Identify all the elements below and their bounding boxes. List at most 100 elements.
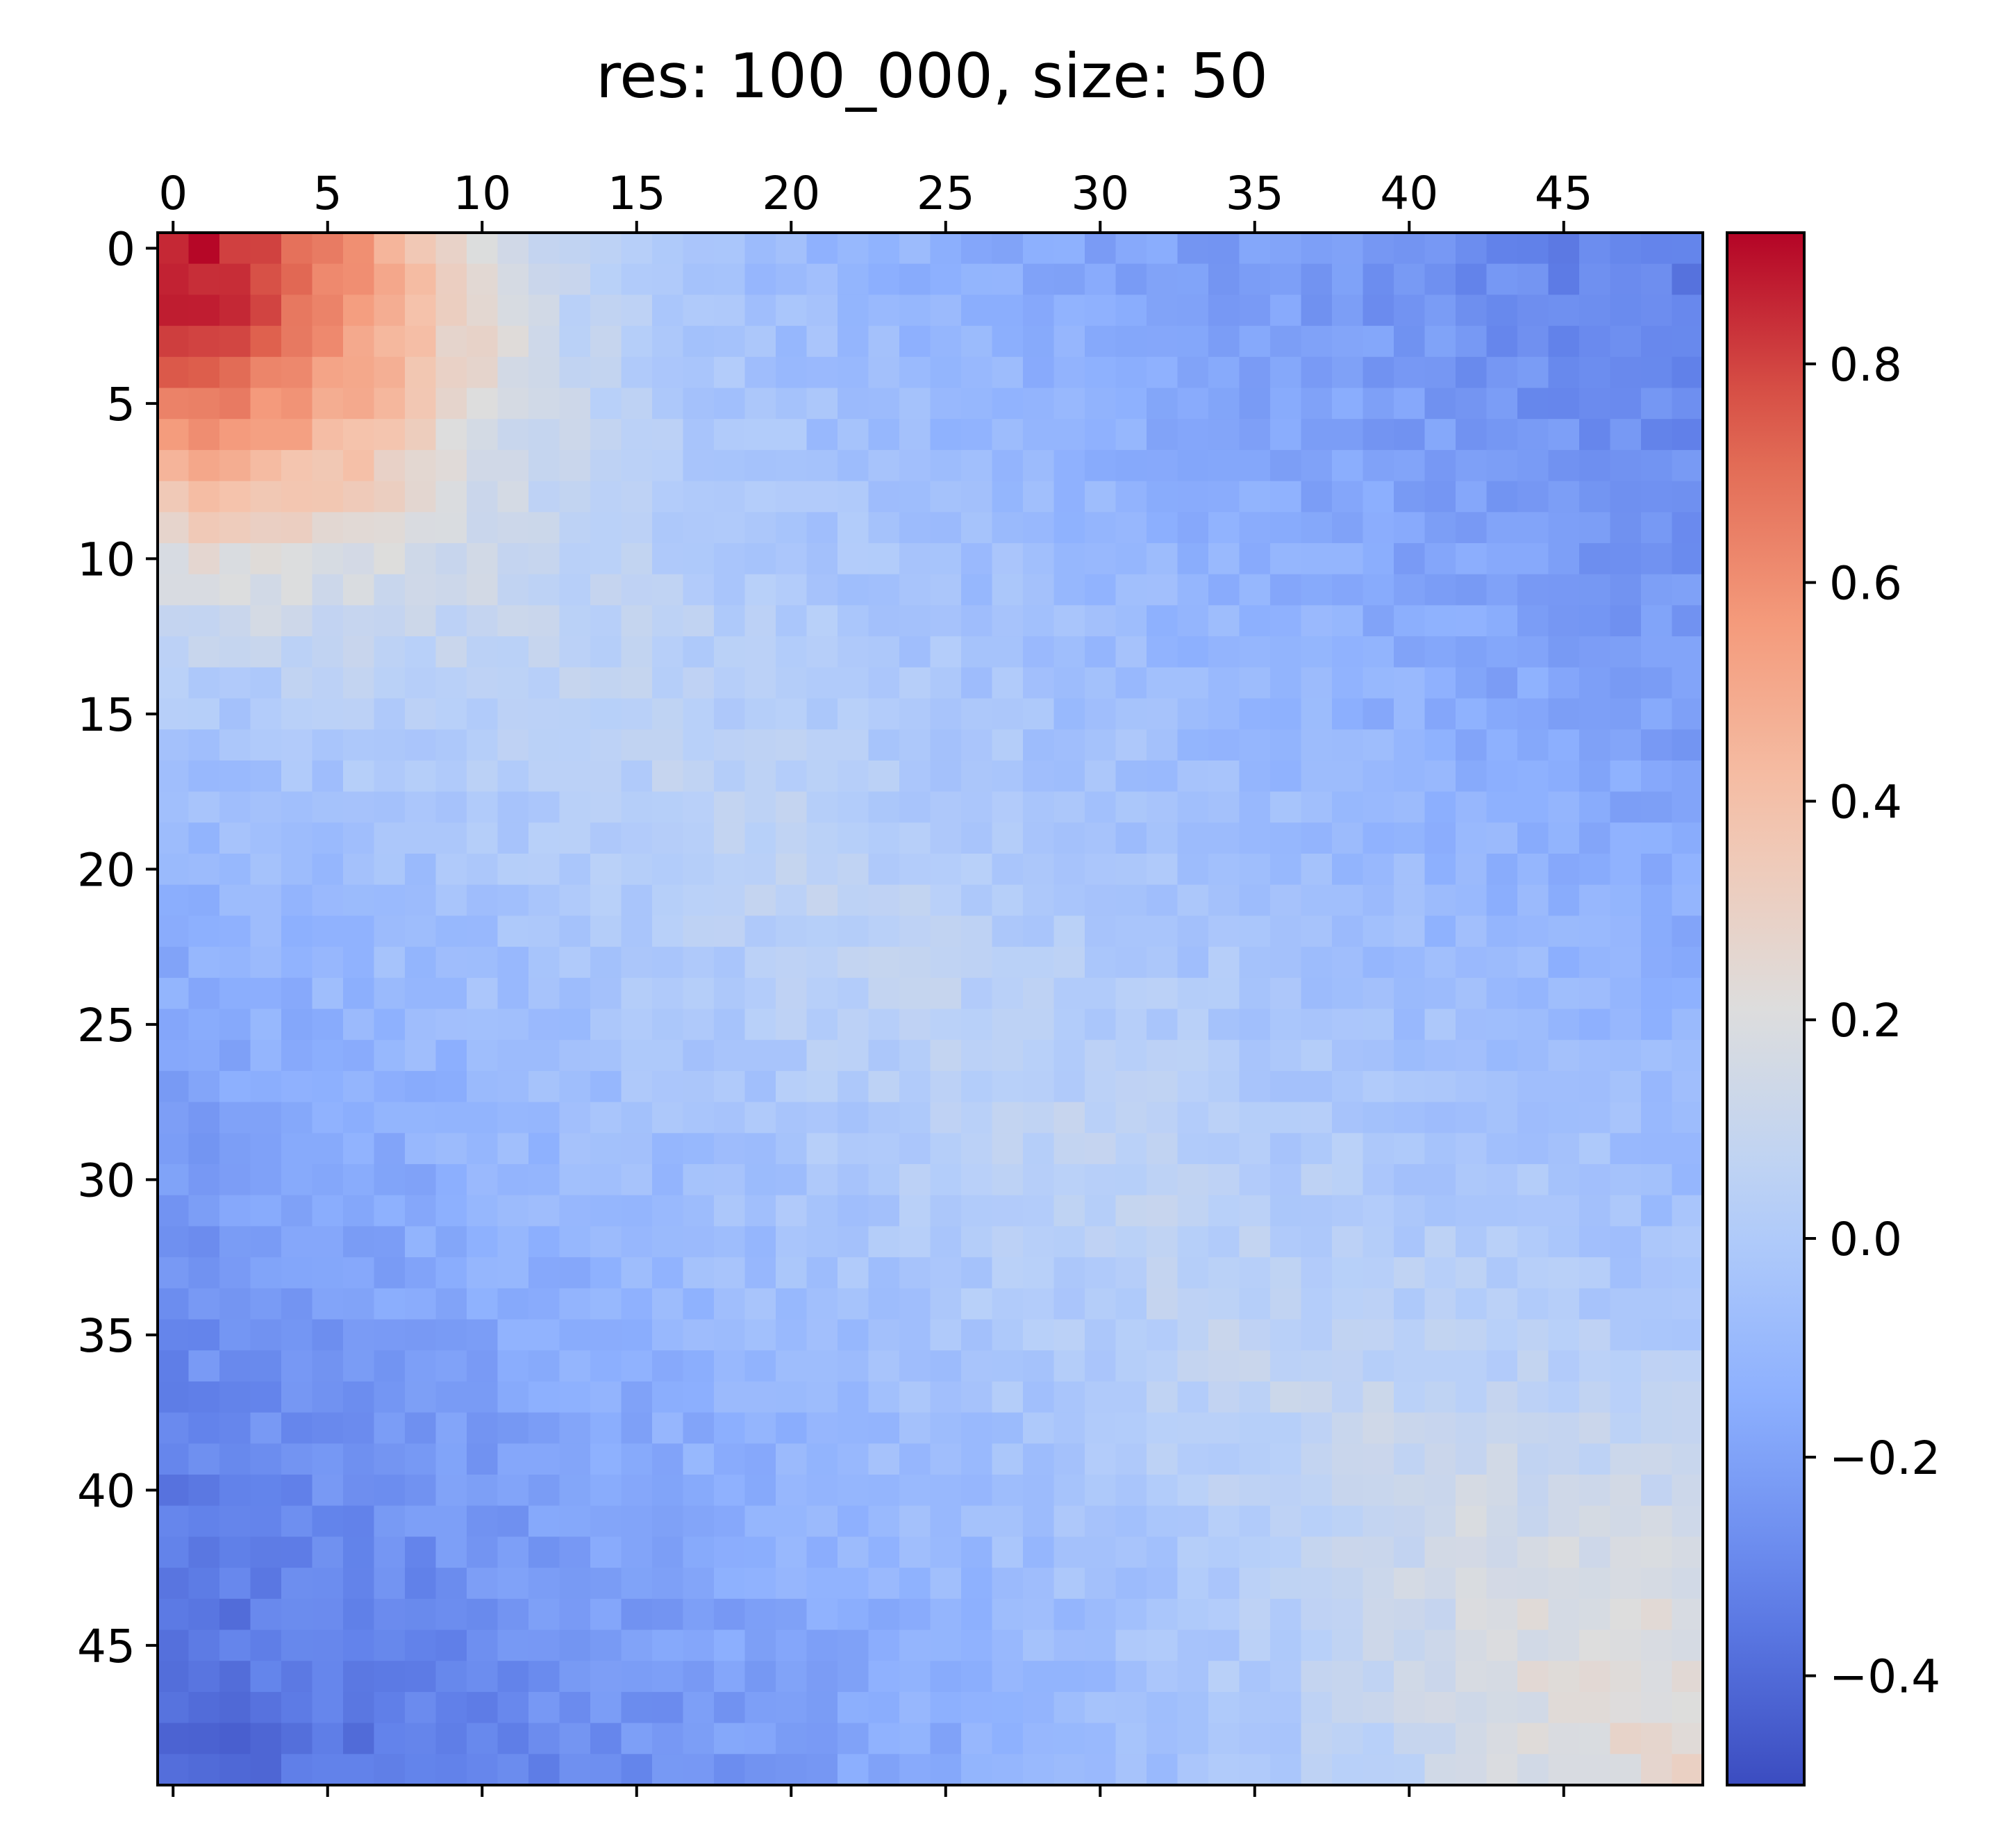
- heatmap-cell: [652, 1412, 684, 1444]
- heatmap-cell: [467, 729, 499, 761]
- heatmap-cell: [1486, 295, 1518, 326]
- heatmap-cell: [1486, 419, 1518, 451]
- heatmap-cell: [281, 1598, 313, 1631]
- heatmap-cell: [528, 263, 560, 295]
- heatmap-cell: [467, 1475, 499, 1507]
- heatmap-cell: [405, 1040, 437, 1072]
- heatmap-cell: [621, 1009, 653, 1040]
- heatmap-cell: [1610, 1164, 1642, 1196]
- heatmap-cell: [497, 1412, 529, 1444]
- heatmap-cell: [250, 295, 282, 326]
- heatmap-cell: [961, 1412, 993, 1444]
- heatmap-cell: [1641, 729, 1673, 761]
- heatmap-cell: [1517, 1661, 1549, 1693]
- heatmap-cell: [714, 1536, 746, 1568]
- heatmap-cell: [899, 729, 931, 761]
- heatmap-cell: [497, 1629, 529, 1661]
- heatmap-cell: [714, 1598, 746, 1631]
- heatmap-cell: [343, 1754, 375, 1786]
- heatmap-cell: [1363, 915, 1394, 947]
- heatmap-cell: [621, 884, 653, 916]
- heatmap-cell: [744, 854, 776, 886]
- heatmap-cell: [250, 1598, 282, 1631]
- heatmap-cell: [1332, 915, 1364, 947]
- heatmap-cell: [683, 977, 715, 1010]
- heatmap-cell: [621, 356, 653, 389]
- heatmap-cell: [528, 1505, 560, 1537]
- heatmap-cell: [1548, 791, 1580, 823]
- heatmap-cell: [467, 543, 499, 575]
- heatmap-cell: [1363, 543, 1394, 575]
- heatmap-cell: [899, 791, 931, 823]
- heatmap-cell: [714, 636, 746, 668]
- heatmap-cell: [992, 977, 1024, 1010]
- heatmap-cell: [1394, 326, 1426, 358]
- heatmap-cell: [1424, 1195, 1456, 1227]
- heatmap-cell: [1023, 1164, 1055, 1196]
- heatmap-cell: [312, 419, 344, 451]
- heatmap-cell: [1177, 1288, 1209, 1320]
- heatmap-cell: [528, 1040, 560, 1072]
- heatmap-cell: [590, 1475, 622, 1507]
- heatmap-cell: [590, 419, 622, 451]
- heatmap-cell: [1579, 1629, 1611, 1661]
- heatmap-cell: [1177, 1443, 1209, 1475]
- heatmap-cell: [1301, 1568, 1333, 1600]
- heatmap-cell: [714, 574, 746, 606]
- heatmap-cell: [744, 1226, 776, 1258]
- heatmap-cell: [776, 947, 808, 979]
- heatmap-cell: [1085, 326, 1117, 358]
- heatmap-cell: [1023, 1661, 1055, 1693]
- heatmap-cell: [497, 1443, 529, 1475]
- heatmap-cell: [1239, 1661, 1271, 1693]
- heatmap-cell: [1023, 1040, 1055, 1072]
- heatmap-cell: [1270, 574, 1302, 606]
- heatmap-cell: [1517, 1505, 1549, 1537]
- heatmap-cell: [1177, 729, 1209, 761]
- heatmap-cell: [776, 1443, 808, 1475]
- heatmap-cell: [1115, 1598, 1147, 1631]
- heatmap-cell: [1548, 1350, 1580, 1382]
- heatmap-cell: [1548, 760, 1580, 793]
- heatmap-cell: [621, 263, 653, 295]
- heatmap-cell: [1363, 1754, 1394, 1786]
- heatmap-cell: [1363, 854, 1394, 886]
- heatmap-cell: [467, 1133, 499, 1165]
- heatmap-cell: [1270, 1350, 1302, 1382]
- heatmap-cell: [374, 233, 406, 265]
- heatmap-cell: [930, 729, 962, 761]
- heatmap-cell: [992, 1009, 1024, 1040]
- heatmap-cell: [1085, 263, 1117, 295]
- heatmap-cell: [1517, 1133, 1549, 1165]
- heatmap-cell: [343, 1381, 375, 1413]
- heatmap-cell: [1456, 1164, 1488, 1196]
- heatmap-cell: [868, 1102, 900, 1134]
- heatmap-cell: [590, 449, 622, 482]
- heatmap-cell: [250, 1568, 282, 1600]
- heatmap-cell: [1672, 388, 1703, 420]
- heatmap-cell: [219, 1381, 251, 1413]
- heatmap-cell: [1053, 1319, 1085, 1351]
- heatmap-cell: [1332, 1475, 1364, 1507]
- heatmap-cell: [652, 854, 684, 886]
- heatmap-cell: [497, 233, 529, 265]
- heatmap-cell: [1239, 1443, 1271, 1475]
- heatmap-cell: [1301, 636, 1333, 668]
- heatmap-cell: [1177, 1102, 1209, 1134]
- heatmap-cell: [250, 698, 282, 730]
- heatmap-cell: [435, 822, 467, 854]
- heatmap-cell: [1301, 326, 1333, 358]
- heatmap-cell: [559, 1102, 591, 1134]
- heatmap-cell: [683, 1568, 715, 1600]
- heatmap-cell: [250, 791, 282, 823]
- heatmap-cell: [435, 1629, 467, 1661]
- heatmap-cell: [590, 791, 622, 823]
- heatmap-cell: [1672, 481, 1703, 513]
- heatmap-cell: [1424, 1723, 1456, 1755]
- heatmap-cell: [312, 822, 344, 854]
- heatmap-cell: [1115, 791, 1147, 823]
- heatmap-cell: [158, 884, 190, 916]
- heatmap-cell: [838, 977, 869, 1010]
- heatmap-cell: [1424, 1350, 1456, 1382]
- heatmap-cell: [1363, 419, 1394, 451]
